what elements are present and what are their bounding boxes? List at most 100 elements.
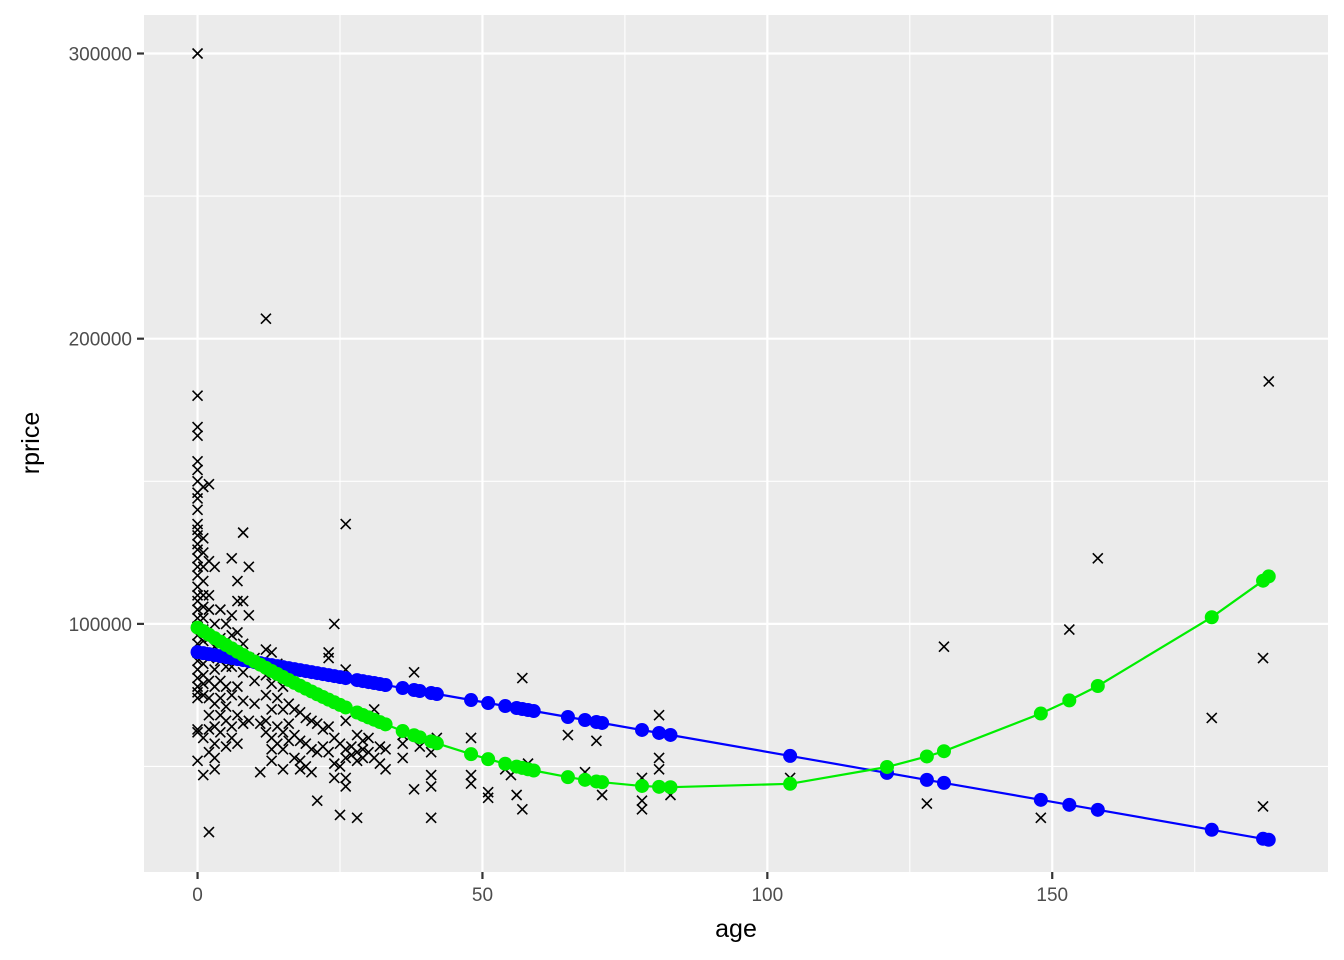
observed-point <box>226 552 238 564</box>
observed-point <box>260 689 272 701</box>
observed-point <box>305 715 318 727</box>
observed-point <box>191 604 204 616</box>
observed-point <box>214 692 226 704</box>
y-tick-label: 300000 <box>69 45 132 66</box>
observed-point <box>425 780 437 793</box>
observed-point <box>596 789 608 801</box>
x-axis-title: age <box>715 915 757 943</box>
observed-point <box>283 718 295 730</box>
observed-point <box>237 718 249 730</box>
quadratic-fit-point <box>1204 610 1219 625</box>
x-axis: 0 50 100 150 <box>192 872 1068 906</box>
observed-point <box>511 789 523 801</box>
observed-point <box>214 726 226 738</box>
observed-point <box>209 561 221 573</box>
observed-point <box>328 618 340 630</box>
observed-point <box>220 701 232 713</box>
observed-point <box>277 726 289 738</box>
observed-point <box>209 763 221 775</box>
observed-point <box>357 743 369 755</box>
linear-fit-point <box>526 704 541 719</box>
observed-point <box>231 575 244 587</box>
observed-point <box>203 604 215 616</box>
observed-point <box>237 595 249 607</box>
quadratic-fit-point <box>498 756 513 771</box>
x-tick-label: 50 <box>472 885 493 906</box>
observed-point <box>248 698 261 710</box>
observed-point <box>231 681 244 693</box>
y-axis: 100000 200000 300000 <box>69 45 144 636</box>
observed-point <box>380 743 392 755</box>
observed-point <box>311 795 323 807</box>
observed-point <box>266 755 278 767</box>
observed-point <box>408 783 420 795</box>
observed-point <box>266 646 278 658</box>
quadratic-fit-point <box>578 772 593 787</box>
observed-point <box>220 618 232 630</box>
grid-major <box>144 15 1328 872</box>
observed-point <box>334 809 346 821</box>
observed-point <box>305 766 318 778</box>
linear-fit-point <box>936 775 951 790</box>
quadratic-fit-point <box>1261 569 1276 584</box>
linear-fit-point <box>783 748 798 763</box>
observed-point <box>1206 712 1218 724</box>
linear-fit-point <box>595 715 610 730</box>
observed-point <box>277 763 289 775</box>
linear-fit-point <box>1261 832 1276 847</box>
observed-point <box>243 561 255 573</box>
observed-point <box>197 769 209 781</box>
observed-point <box>209 663 221 676</box>
linear-fit-point <box>498 699 513 714</box>
observed-point <box>323 652 335 664</box>
quadratic-fit-point <box>378 717 393 732</box>
observed-point <box>351 812 363 824</box>
observed-point <box>260 715 272 727</box>
linear-fit-point <box>634 722 649 737</box>
observed-point <box>191 692 204 704</box>
fit-lines <box>190 569 1276 847</box>
linear-fit-point <box>464 693 479 708</box>
observed-point <box>334 760 346 773</box>
linear-fit-point <box>338 671 353 686</box>
observed-point <box>340 772 352 784</box>
observed-point <box>362 732 375 744</box>
observed-point <box>214 604 226 616</box>
observed-point <box>197 689 209 701</box>
quadratic-fit-point <box>652 779 667 794</box>
observed-point <box>209 618 221 630</box>
observed-point <box>231 626 244 639</box>
observed-point <box>340 752 352 764</box>
observed-point <box>220 681 232 693</box>
quadratic-fit-point <box>1033 706 1048 721</box>
x-tick-label: 150 <box>1036 885 1068 906</box>
observed-point <box>243 715 255 727</box>
observed-point <box>288 752 300 764</box>
quadratic-fit-point <box>936 744 951 759</box>
observed-point <box>231 738 244 750</box>
observed-point <box>254 766 266 778</box>
observed-point <box>328 758 340 770</box>
y-tick-label: 100000 <box>69 615 132 636</box>
observed-point <box>653 709 665 721</box>
observed-point <box>191 47 204 60</box>
observed-point <box>328 772 340 784</box>
observed-point <box>191 504 204 516</box>
observed-point <box>191 544 204 556</box>
observed-point <box>380 763 392 775</box>
quadratic-fit-point <box>464 747 479 762</box>
observed-point <box>243 609 255 621</box>
observed-point <box>197 532 209 544</box>
linear-fit-point <box>652 725 667 740</box>
linear-fit-point <box>429 687 444 702</box>
observed-point <box>425 769 437 781</box>
observed-point <box>653 763 665 775</box>
observed-point <box>191 430 204 442</box>
quadratic-fit-point <box>634 778 649 793</box>
linear-fit-point <box>560 709 575 724</box>
observed-point <box>226 689 238 701</box>
observed-point <box>323 746 335 758</box>
observed-point <box>220 740 232 753</box>
observed-point <box>237 666 249 678</box>
observed-point <box>1092 552 1104 564</box>
